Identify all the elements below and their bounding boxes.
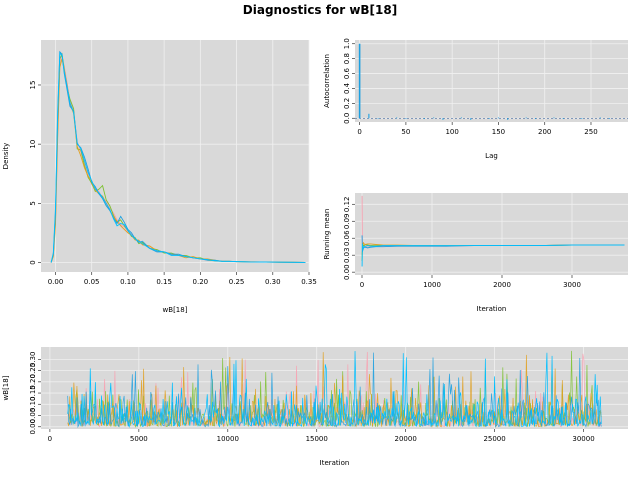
autocorrelation-x-ticks: 0 50 100 150 200 250 xyxy=(357,122,598,136)
trace-x-ticks: 0 5000 10000 15000 20000 25000 30000 xyxy=(48,429,595,443)
x-tick-label: 100 xyxy=(445,128,458,136)
y-tick-label: 0.4 xyxy=(343,82,351,94)
density-x-label: wB[18] xyxy=(163,306,188,314)
running-mean-y-ticks: 0.000.030.060.090.12 xyxy=(343,197,355,280)
y-tick-label: 0.09 xyxy=(343,213,351,229)
x-tick-label: 25000 xyxy=(483,435,505,443)
trace-x-label: Iteration xyxy=(320,459,350,467)
trace-y-ticks: 0.000.050.100.150.200.250.30 xyxy=(29,352,41,435)
y-tick-label: 0 xyxy=(29,260,37,264)
x-tick-label: 5000 xyxy=(130,435,148,443)
density-panel-background xyxy=(41,40,309,272)
trace-line-4 xyxy=(67,352,602,429)
density-gridlines xyxy=(41,40,310,272)
x-tick-label: 0.05 xyxy=(84,278,100,286)
running-mean-panel-background xyxy=(355,193,628,275)
y-tick-label: 0.03 xyxy=(343,247,351,263)
x-tick-label: 50 xyxy=(401,128,410,136)
trace-panel: 0 5000 10000 15000 20000 25000 30000 0.000.050… xyxy=(2,347,628,467)
y-tick-label: 0.6 xyxy=(343,67,351,79)
running-mean-curves xyxy=(361,195,625,267)
y-tick-label: 0.15 xyxy=(29,385,37,401)
x-tick-label: 30000 xyxy=(572,435,594,443)
running-mean-y-label: Running mean xyxy=(323,209,331,260)
autocorrelation-x-label: Lag xyxy=(485,152,498,160)
x-tick-label: 0.35 xyxy=(301,278,317,286)
figure-title: Diagnostics for wB[18] xyxy=(243,3,397,17)
density-curve-5 xyxy=(50,51,306,263)
density-x-ticks: 0.00 0.05 0.10 0.15 0.20 0.25 0.30 0.35 xyxy=(48,272,317,286)
x-tick-label: 0.25 xyxy=(229,278,245,286)
x-tick-label: 0 xyxy=(357,128,361,136)
x-tick-label: 10000 xyxy=(217,435,239,443)
y-tick-label: 0.25 xyxy=(29,363,37,379)
x-tick-label: 200 xyxy=(538,128,551,136)
x-tick-label: 0.30 xyxy=(265,278,281,286)
trace-line-5 xyxy=(67,351,602,429)
x-tick-label: 15000 xyxy=(306,435,328,443)
x-tick-label: 0.00 xyxy=(48,278,64,286)
y-tick-label: 15 xyxy=(29,81,37,90)
running-mean-x-ticks: 0 1000 2000 3000 xyxy=(360,275,581,289)
x-tick-label: 1000 xyxy=(423,281,441,289)
x-tick-label: 2000 xyxy=(493,281,511,289)
density-y-ticks: 0 5 10 15 xyxy=(29,81,41,265)
y-tick-label: 10 xyxy=(29,140,37,149)
x-tick-label: 0.10 xyxy=(120,278,136,286)
x-tick-label: 0 xyxy=(48,435,52,443)
autocorrelation-bars xyxy=(355,43,628,120)
y-tick-label: 0.10 xyxy=(29,396,37,412)
y-tick-label: 0.30 xyxy=(29,352,37,368)
autocorrelation-y-ticks: 0.0 0.2 0.4 0.6 0.8 1.0 xyxy=(343,38,355,124)
autocorrelation-panel: 0 50 100 150 200 250 0.0 0.2 0.4 0.6 0.8 1.0 Lag A… xyxy=(323,38,628,160)
autocorrelation-gridlines xyxy=(355,40,628,122)
running-mean-panel: 0 1000 2000 3000 0.000.030.060.090.12 Itera… xyxy=(323,193,628,313)
x-tick-label: 0.15 xyxy=(156,278,172,286)
density-y-label: Density xyxy=(2,143,10,170)
trace-y-label: wB[18] xyxy=(2,375,10,400)
trace-line-3 xyxy=(67,352,602,428)
y-tick-label: 0.12 xyxy=(343,197,351,213)
y-tick-label: 0.20 xyxy=(29,374,37,390)
trace-lines xyxy=(67,350,602,429)
y-tick-label: 0.00 xyxy=(343,264,351,280)
density-curves xyxy=(50,50,306,263)
autocorrelation-panel-background xyxy=(355,40,628,122)
y-tick-label: 0.2 xyxy=(343,98,351,109)
running-mean-curve-5 xyxy=(361,243,625,267)
x-tick-label: 0.20 xyxy=(193,278,209,286)
y-tick-label: 1.0 xyxy=(343,38,351,49)
x-tick-label: 3000 xyxy=(563,281,581,289)
x-tick-label: 20000 xyxy=(395,435,417,443)
running-mean-x-label: Iteration xyxy=(477,305,507,313)
y-tick-label: 0.06 xyxy=(343,230,351,246)
x-tick-label: 250 xyxy=(584,128,597,136)
y-tick-label: 0.8 xyxy=(343,53,351,64)
x-tick-label: 150 xyxy=(492,128,505,136)
y-tick-label: 0.0 xyxy=(343,113,351,124)
y-tick-label: 5 xyxy=(29,201,37,205)
x-tick-label: 0 xyxy=(360,281,364,289)
density-panel: 0.00 0.05 0.10 0.15 0.20 0.25 0.30 0.35 051015 … xyxy=(2,40,317,314)
autocorrelation-y-label: Autocorrelation xyxy=(323,54,331,108)
y-tick-label: 0.05 xyxy=(29,408,37,424)
y-tick-label: 0.00 xyxy=(29,419,37,435)
